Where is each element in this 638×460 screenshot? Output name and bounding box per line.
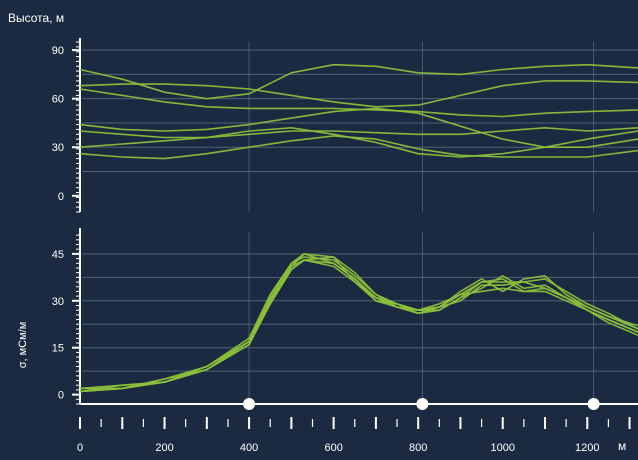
top-series-line bbox=[79, 127, 638, 139]
top-series-line bbox=[79, 107, 638, 148]
bottom-ytick-label: 0 bbox=[58, 390, 64, 402]
xtick-label: 800 bbox=[409, 442, 427, 454]
axes-layer bbox=[72, 38, 638, 429]
bottom-ytick-label: 30 bbox=[52, 296, 64, 308]
grid-layer bbox=[82, 42, 638, 404]
top-series-line bbox=[79, 63, 638, 100]
top-ylabel: Высота, м bbox=[8, 11, 64, 25]
axis-marker-dot bbox=[416, 398, 429, 410]
x-unit-label: м bbox=[618, 439, 626, 453]
bottom-ylabel: σ, мСм/м bbox=[17, 322, 29, 369]
bottom-series-line bbox=[79, 259, 638, 393]
top-series-line bbox=[79, 80, 638, 108]
top-ytick-label: 60 bbox=[52, 94, 64, 106]
top-series-line bbox=[79, 88, 638, 118]
bottom-series-line bbox=[79, 253, 638, 390]
top-series-line bbox=[79, 135, 638, 160]
bottom-ytick-label: 15 bbox=[52, 343, 64, 355]
xtick-label: 1000 bbox=[490, 442, 514, 454]
xtick-label: 600 bbox=[324, 442, 342, 454]
top-ytick-label: 30 bbox=[52, 142, 64, 154]
axis-marker-dot bbox=[243, 398, 256, 410]
top-series-line bbox=[79, 127, 638, 158]
top-ytick-label: 0 bbox=[58, 191, 64, 203]
axis-marker-dot bbox=[587, 398, 600, 410]
xtick-label: 400 bbox=[240, 442, 258, 454]
xtick-label: 0 bbox=[77, 442, 83, 454]
bottom-ytick-label: 45 bbox=[52, 249, 64, 261]
series-layer bbox=[79, 63, 638, 393]
xtick-label: 1200 bbox=[575, 442, 599, 454]
labels-layer: 0 30 60 90 0 15 30 45 0 200 400 600 800 1000 1200 bbox=[52, 45, 600, 454]
top-ytick-label: 90 bbox=[52, 45, 64, 57]
xtick-label: 200 bbox=[155, 442, 173, 454]
